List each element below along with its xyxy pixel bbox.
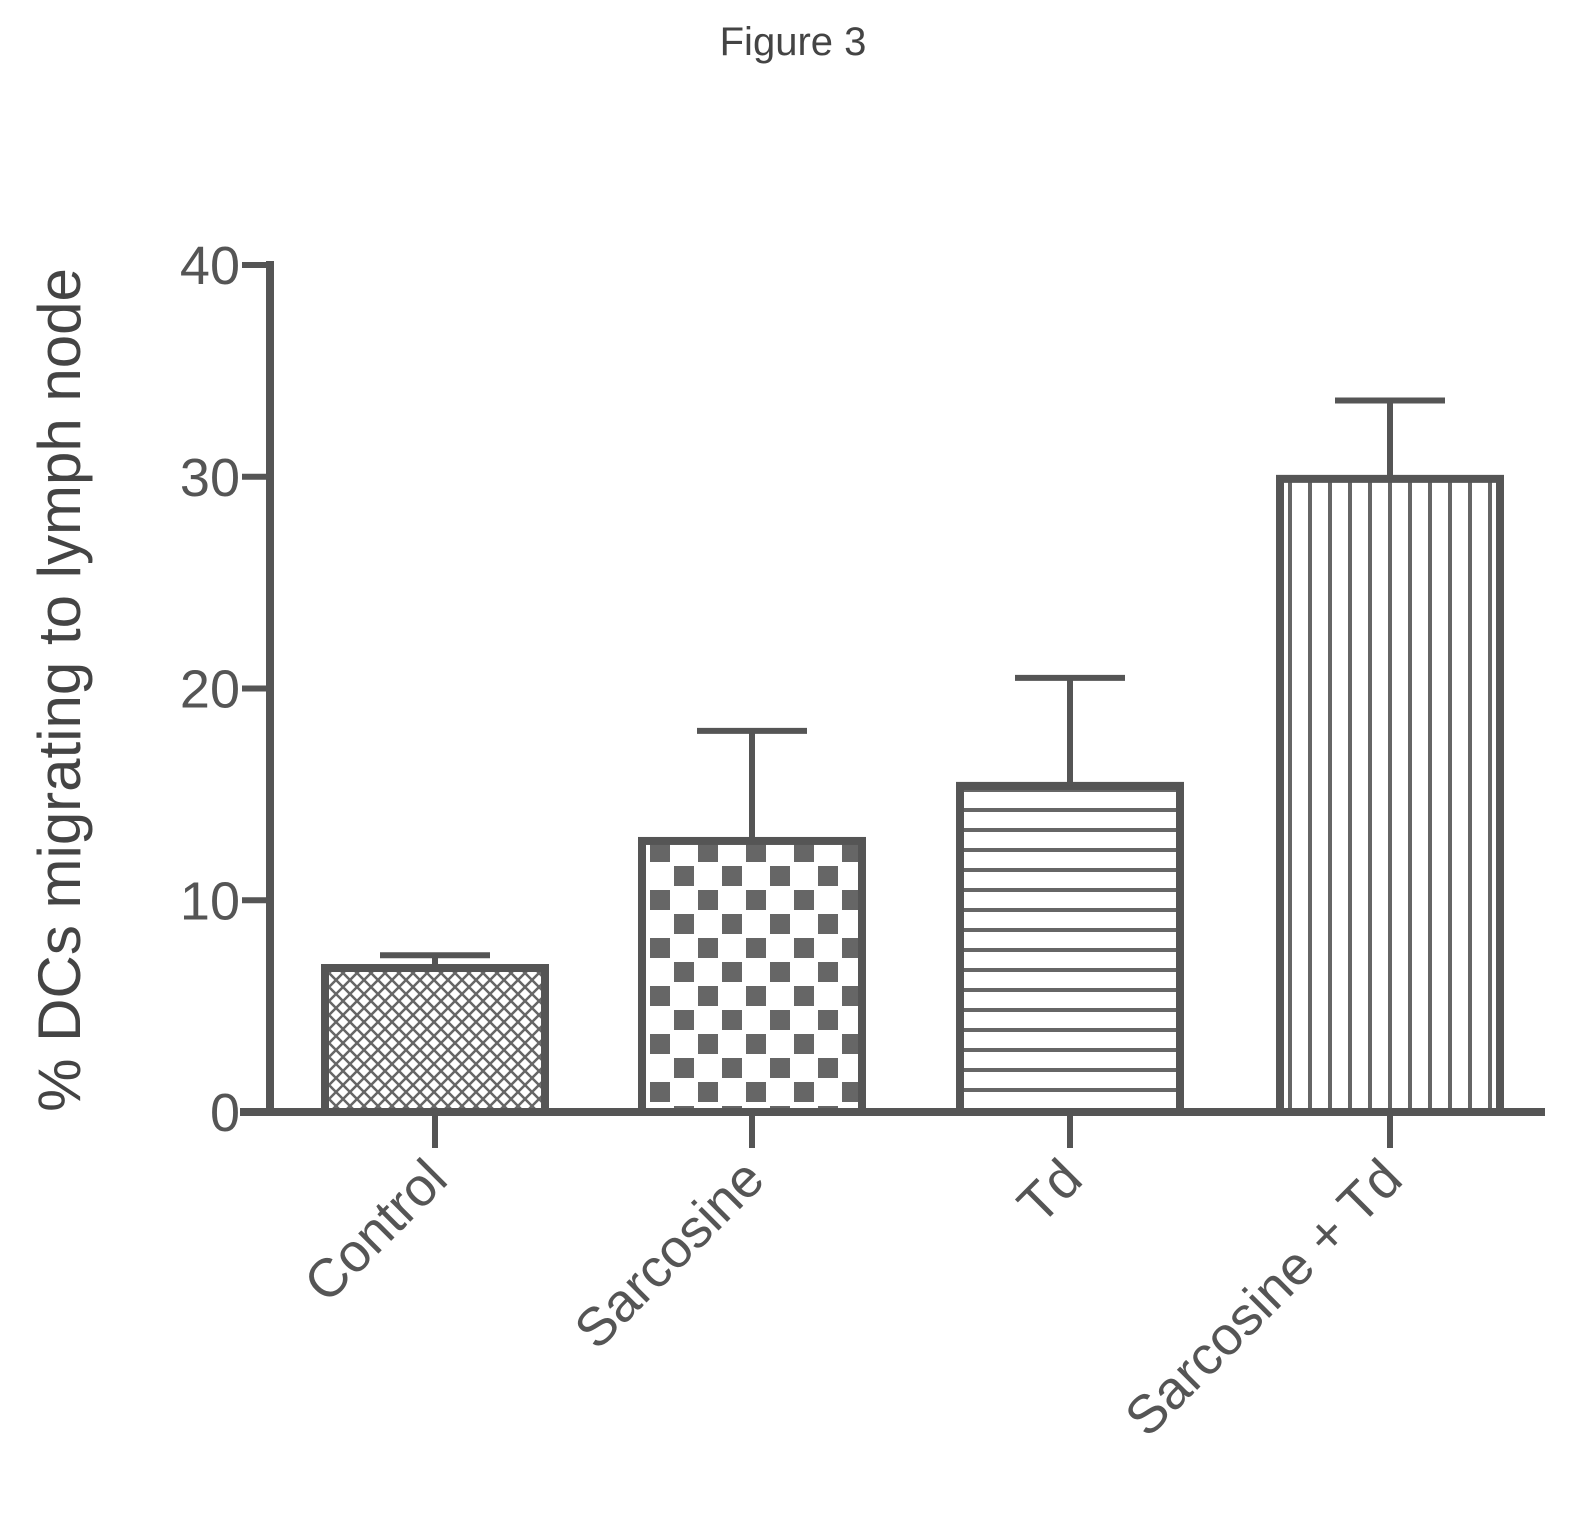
y-tick-label: 20 bbox=[180, 660, 240, 720]
y-axis-label: % DCs migrating to lymph node bbox=[26, 268, 93, 1112]
error-bars bbox=[380, 397, 1445, 969]
y-tick-label: 10 bbox=[180, 871, 240, 931]
x-tick-label: Sarcosine + Td bbox=[1114, 1148, 1414, 1448]
bar-sarcosine-td bbox=[1276, 474, 1504, 1116]
x-tick-label: Control bbox=[293, 1148, 459, 1314]
bar-sarcosine bbox=[638, 836, 866, 1117]
y-tick-label: 0 bbox=[210, 1083, 240, 1143]
bar-control bbox=[321, 964, 549, 1117]
y-tick-label: 40 bbox=[180, 236, 240, 296]
axes bbox=[240, 261, 1545, 1148]
bar-td bbox=[956, 781, 1184, 1117]
y-tick-label: 30 bbox=[180, 448, 240, 508]
bars bbox=[321, 474, 1504, 1117]
x-tick-label: Sarcosine bbox=[563, 1148, 775, 1360]
figure-title: Figure 3 bbox=[720, 20, 867, 64]
x-tick-label: Td bbox=[1006, 1148, 1093, 1235]
